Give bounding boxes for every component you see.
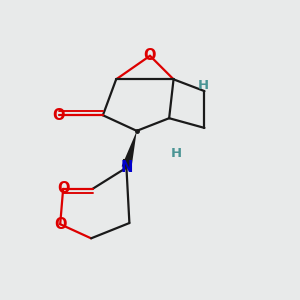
Text: O: O — [54, 217, 66, 232]
Text: O: O — [144, 48, 156, 63]
Text: O: O — [57, 182, 69, 196]
Text: O: O — [52, 108, 65, 123]
Text: H: H — [171, 147, 182, 160]
Polygon shape — [122, 131, 137, 169]
Text: H: H — [197, 79, 208, 92]
Text: N: N — [120, 160, 133, 175]
